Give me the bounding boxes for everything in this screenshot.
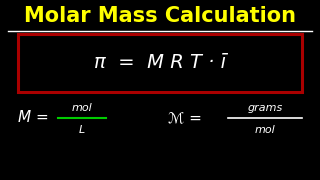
Text: L: L — [79, 125, 85, 135]
Text: grams: grams — [247, 103, 283, 113]
Text: Molar Mass Calculation: Molar Mass Calculation — [24, 6, 296, 26]
Text: mol: mol — [72, 103, 92, 113]
Text: π  =  M R T · ī: π = M R T · ī — [94, 53, 226, 73]
Bar — [18, 34, 302, 92]
Text: ℳ =: ℳ = — [168, 111, 202, 125]
Text: M =: M = — [18, 111, 49, 125]
Text: mol: mol — [255, 125, 276, 135]
